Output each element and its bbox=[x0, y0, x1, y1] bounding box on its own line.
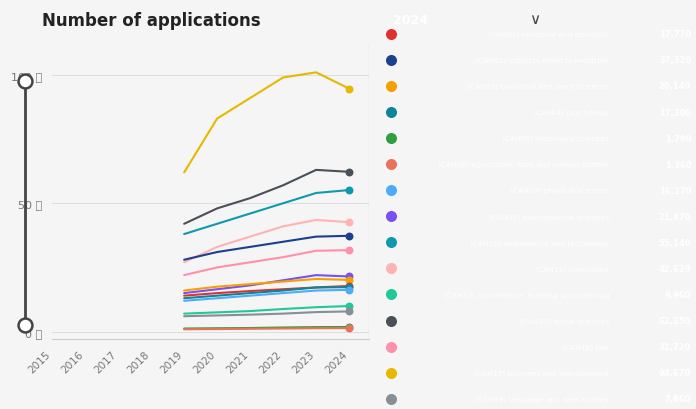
Text: 20,140: 20,140 bbox=[659, 82, 691, 91]
Point bbox=[344, 187, 355, 194]
Point bbox=[344, 284, 355, 291]
Point bbox=[690, 108, 696, 115]
Point bbox=[344, 219, 355, 226]
Point bbox=[19, 79, 31, 85]
Text: (CAH03) biological and sport sciences: (CAH03) biological and sport sciences bbox=[467, 83, 609, 90]
Point bbox=[344, 283, 355, 290]
Text: (CAH10) engineering and technology: (CAH10) engineering and technology bbox=[470, 240, 609, 246]
Point bbox=[344, 303, 355, 310]
Text: 7,860: 7,860 bbox=[665, 394, 691, 403]
Text: (CAH11) computing: (CAH11) computing bbox=[535, 265, 609, 272]
Text: (CAH13) architecture, building and planning: (CAH13) architecture, building and plann… bbox=[443, 292, 609, 298]
Text: (CAH17) business and management: (CAH17) business and management bbox=[473, 370, 609, 376]
Text: 1,790: 1,790 bbox=[665, 134, 691, 143]
Text: (CAH09) mathematical sciences: (CAH09) mathematical sciences bbox=[489, 213, 609, 220]
Point bbox=[19, 322, 31, 328]
Text: 42,620: 42,620 bbox=[658, 264, 691, 273]
Text: (CAH04) psychology: (CAH04) psychology bbox=[533, 110, 609, 116]
Text: 94,670: 94,670 bbox=[659, 368, 691, 377]
Text: Number of applications: Number of applications bbox=[42, 12, 260, 30]
Text: ∨: ∨ bbox=[529, 12, 540, 27]
Text: 62,250: 62,250 bbox=[658, 316, 691, 325]
Text: 9,960: 9,960 bbox=[665, 290, 691, 299]
Point bbox=[344, 325, 355, 332]
Point bbox=[344, 274, 355, 280]
Point bbox=[344, 86, 355, 93]
Point bbox=[344, 308, 355, 315]
Text: 17,300: 17,300 bbox=[659, 108, 691, 117]
Text: (CAH02) subjects allied to medicine: (CAH02) subjects allied to medicine bbox=[475, 58, 609, 64]
Point bbox=[344, 287, 355, 293]
Text: 21,470: 21,470 bbox=[659, 212, 691, 221]
Text: 16,270: 16,270 bbox=[659, 186, 691, 195]
Text: 1,360: 1,360 bbox=[665, 160, 691, 169]
Text: (CAH19) language and area studies: (CAH19) language and area studies bbox=[475, 396, 609, 402]
Point bbox=[344, 247, 355, 254]
Text: (CAH06) agriculture, food and related studies: (CAH06) agriculture, food and related st… bbox=[438, 162, 609, 168]
Text: 17,770: 17,770 bbox=[659, 30, 691, 39]
Text: (CAH07) physical sciences: (CAH07) physical sciences bbox=[510, 188, 609, 194]
Point bbox=[344, 169, 355, 175]
Point bbox=[344, 233, 355, 240]
Text: (CAH16) law: (CAH16) law bbox=[562, 344, 609, 350]
Text: 55,140: 55,140 bbox=[658, 238, 691, 247]
Text: (CAH01) medicine and dentistry: (CAH01) medicine and dentistry bbox=[489, 31, 609, 38]
Text: (CAH05) veterinary sciences: (CAH05) veterinary sciences bbox=[503, 135, 609, 142]
Text: 31,720: 31,720 bbox=[659, 342, 691, 351]
Point bbox=[344, 324, 355, 330]
Text: (CAH15) social sciences: (CAH15) social sciences bbox=[520, 317, 609, 324]
Point bbox=[344, 277, 355, 283]
Text: 37,320: 37,320 bbox=[659, 56, 691, 65]
Text: 2024: 2024 bbox=[393, 14, 428, 27]
